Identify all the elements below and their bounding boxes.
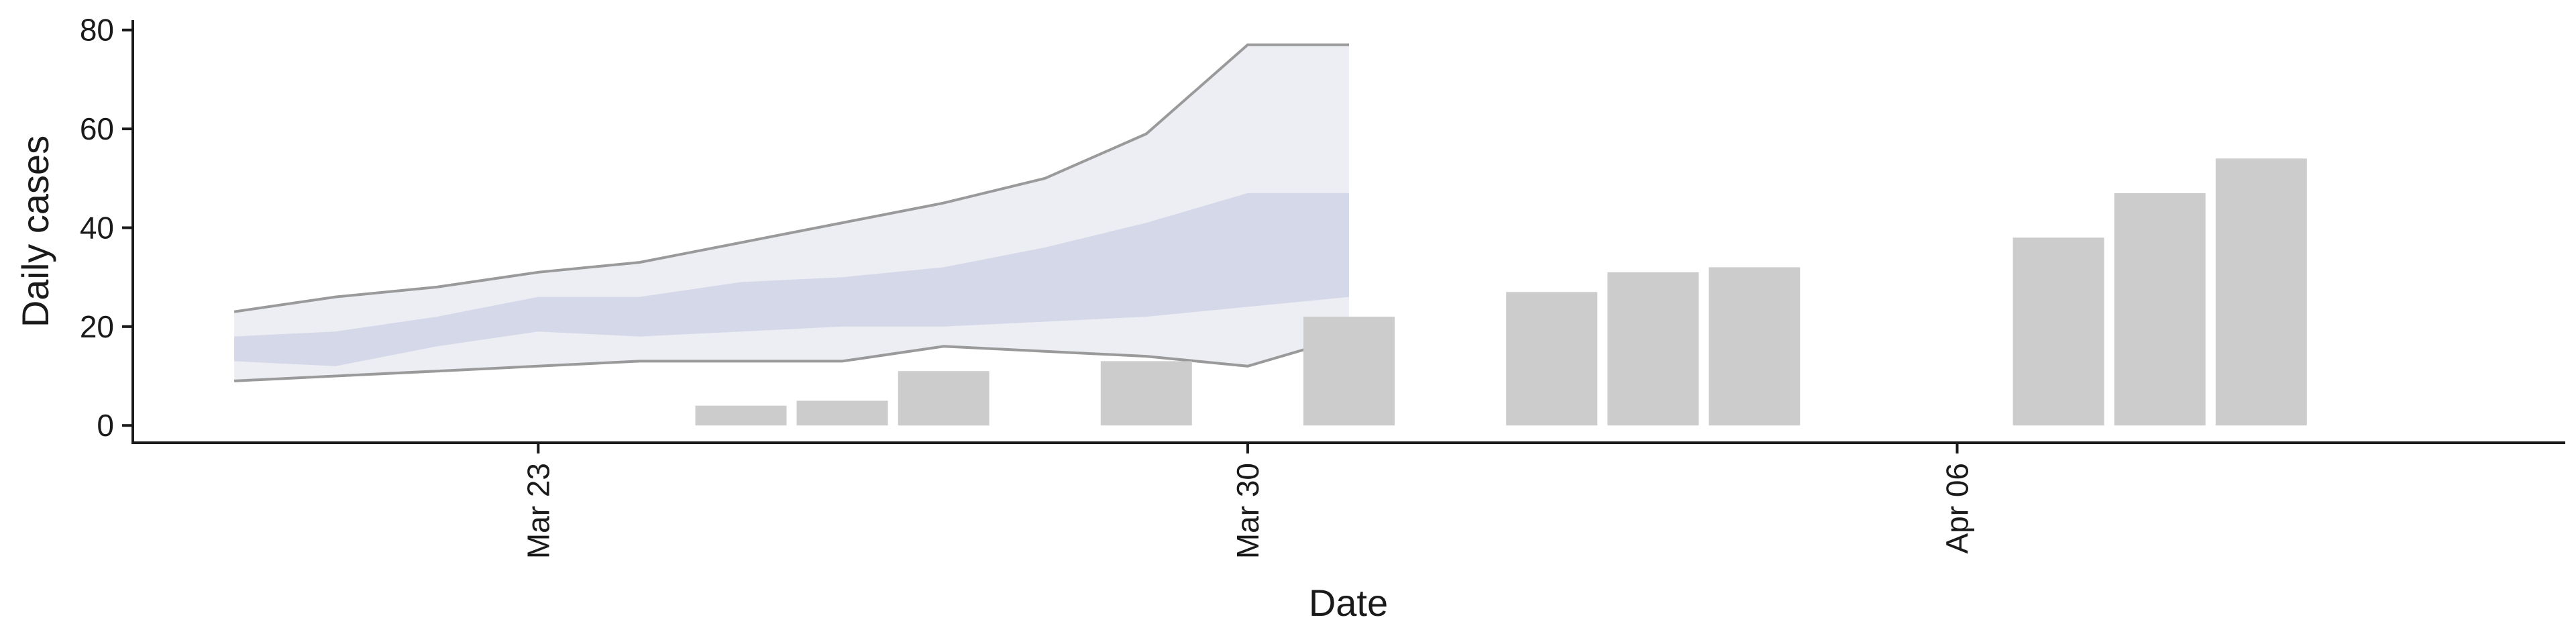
bar bbox=[1303, 317, 1395, 426]
bar bbox=[1709, 267, 1801, 426]
x-ticks-group: Mar 23 Mar 30 Apr 06 bbox=[521, 443, 1975, 559]
x-axis-title: Date bbox=[1309, 582, 1388, 624]
bar bbox=[2215, 158, 2307, 426]
bar bbox=[695, 405, 787, 426]
bar bbox=[1506, 292, 1598, 426]
y-tick-label: 80 bbox=[80, 13, 114, 48]
y-tick-label: 0 bbox=[97, 408, 114, 443]
bar bbox=[2114, 193, 2206, 426]
bar bbox=[1607, 272, 1699, 426]
forecast-inner-band bbox=[234, 193, 1350, 366]
y-axis-title: Daily cases bbox=[14, 136, 56, 327]
bars-group bbox=[695, 158, 2307, 426]
x-tick-label: Apr 06 bbox=[1940, 463, 1975, 554]
x-tick-label: Mar 23 bbox=[521, 463, 555, 559]
y-ticks-group: 0 20 40 60 80 bbox=[80, 13, 133, 443]
forecast-upper-line bbox=[233, 43, 1349, 313]
bar bbox=[1100, 361, 1192, 426]
x-tick-label: Mar 30 bbox=[1230, 463, 1265, 559]
forecast-band-group bbox=[233, 43, 1350, 382]
y-tick-label: 20 bbox=[80, 309, 114, 344]
forecast-lower-line bbox=[234, 335, 1350, 382]
bar bbox=[2012, 237, 2104, 426]
y-tick-label: 60 bbox=[80, 111, 114, 146]
bar bbox=[898, 371, 989, 426]
y-tick-label: 40 bbox=[80, 210, 114, 245]
bar bbox=[796, 400, 888, 426]
